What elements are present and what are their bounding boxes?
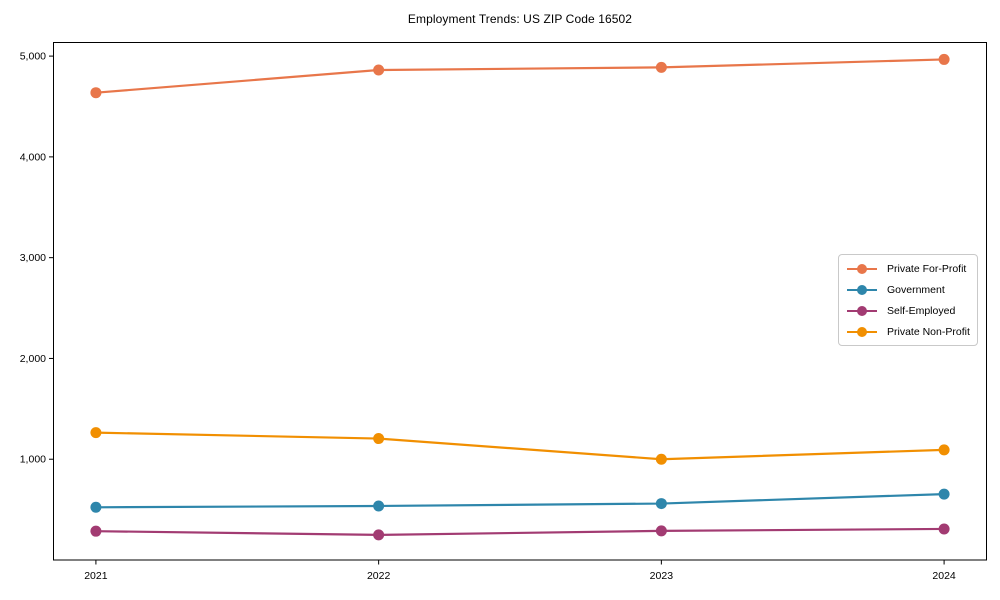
legend-item: Government [847,279,969,300]
data-point-marker [938,444,950,456]
data-point-marker [938,488,950,500]
legend-item-label: Private Non-Profit [887,325,970,338]
data-point-marker [938,53,950,65]
data-point-marker [373,64,385,76]
x-axis-tick-label: 2022 [367,570,391,582]
y-axis-tick-label: 3,000 [20,252,46,264]
chart-legend: Private For-Profit Government Self-Employe… [838,254,978,346]
x-axis-tick-label: 2023 [650,570,674,582]
data-point-marker [90,427,102,439]
data-point-marker [90,525,102,537]
data-point-marker [938,523,950,535]
data-point-marker [373,433,385,445]
data-point-marker [373,529,385,541]
y-axis-tick-label: 4,000 [20,151,46,163]
data-point-marker [373,500,385,512]
legend-marker-icon [847,326,877,337]
data-point-marker [655,453,667,465]
series-line [94,431,946,461]
legend-item: Private For-Profit [847,258,969,279]
series-line [94,527,946,537]
legend-marker-icon [847,263,877,274]
x-axis-tick-label: 2024 [932,570,956,582]
y-axis-tick-label: 5,000 [20,51,46,63]
data-point-marker [90,87,102,99]
legend-item: Private Non-Profit [847,321,970,342]
data-point-marker [655,61,667,73]
legend-item-label: Self-Employed [887,304,956,317]
y-axis-tick-label: 2,000 [20,353,46,365]
chart-title: Employment Trends: US ZIP Code 16502 [407,12,633,26]
y-axis-tick-label: 1,000 [20,454,46,466]
x-axis-tick-label: 2021 [84,570,108,582]
plot-border [53,42,987,561]
legend-marker-icon [847,284,877,295]
legend-marker-icon [847,305,877,316]
legend-item: Self-Employed [847,300,969,321]
data-point-marker [655,498,667,510]
legend-item-label: Private For-Profit [887,262,967,275]
data-point-marker [655,525,667,537]
data-point-marker [90,501,102,513]
series-line [94,58,946,94]
series-line [94,492,946,509]
legend-item-label: Government [887,283,945,296]
